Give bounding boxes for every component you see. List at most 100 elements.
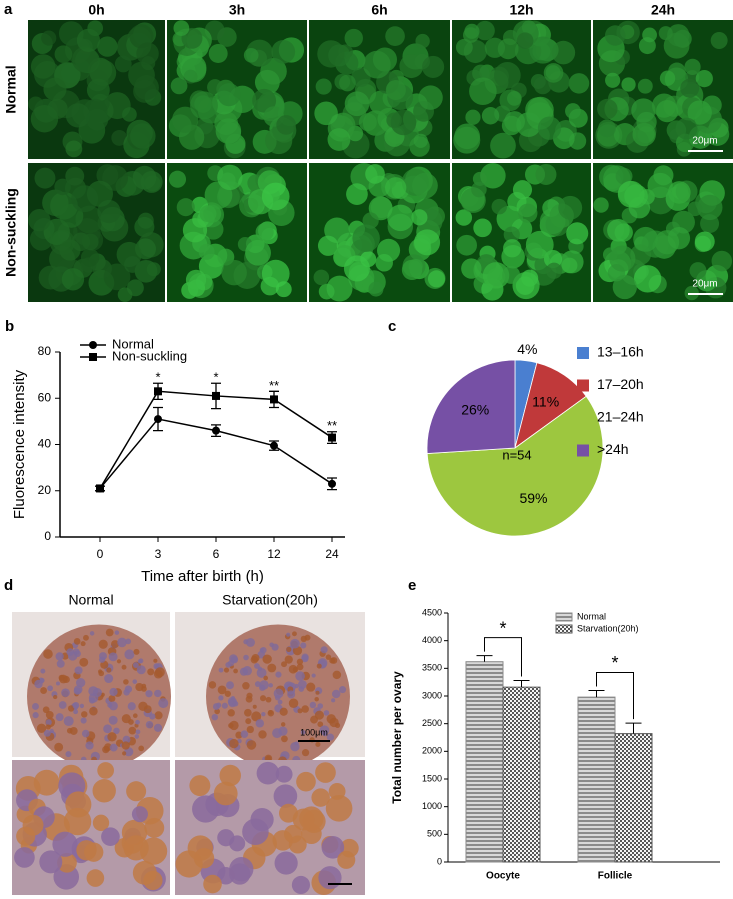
cell [667,181,691,204]
cell [242,682,250,690]
cell [65,140,83,158]
cell [659,70,676,86]
legend-swatch [577,412,589,424]
x-tick-label: 6 [213,547,220,561]
cell [170,77,188,95]
cell [217,83,241,107]
cell [208,681,217,689]
value-label: 26% [461,401,489,417]
y-tick-label: 0 [44,529,51,543]
cell [122,107,137,122]
significance-mark: ** [269,378,279,393]
cell [149,713,156,720]
value-label: 4% [517,341,537,357]
cell [267,663,277,673]
cell [612,274,637,300]
cell [89,59,117,86]
data-point [328,433,336,442]
cell [605,72,621,88]
legend-swatch [577,347,589,359]
column-label: 3h [229,2,245,18]
cell [111,640,120,649]
error-bar [513,680,530,688]
cell [97,36,118,57]
cell [633,226,659,252]
cell [281,661,288,668]
legend-swatch [555,612,573,622]
cell [512,180,533,200]
column-label: 6h [371,2,387,18]
cell [66,648,75,656]
image [593,163,733,302]
cell [271,39,296,64]
cell [145,690,153,698]
cell [141,683,147,689]
cell [561,257,578,274]
cell [245,239,271,266]
cell [275,765,293,783]
cell [103,746,110,752]
image [452,163,591,302]
cell [221,702,228,709]
cell [114,630,120,635]
cell [88,686,99,697]
y-tick-label: 0 [437,856,442,866]
significance-bracket [484,637,522,677]
cell [199,205,217,223]
cell [259,680,269,690]
cell [80,248,100,267]
cell [281,735,288,743]
cell [684,58,701,75]
cell [284,655,293,664]
cell [413,133,428,148]
cell [503,239,522,258]
cell [92,779,116,803]
cell [609,245,636,272]
cell [297,708,303,714]
x-tick-label: 3 [155,547,162,561]
cell [147,668,155,676]
cell [687,201,703,217]
cell [642,27,657,43]
cell [385,26,405,46]
cell [65,751,72,758]
cell [327,128,351,151]
cell [317,703,324,709]
cell [86,108,109,131]
cell [154,689,162,698]
cell [242,666,253,676]
cell [43,649,53,659]
cell [106,667,112,673]
cell [494,61,521,89]
cell [123,679,129,685]
cell [265,755,272,762]
cell [501,115,522,136]
cell [116,659,122,664]
cell [315,690,320,695]
cell [223,667,230,673]
cell [258,730,267,739]
cell [124,649,135,660]
cell [331,689,341,699]
cell [114,55,132,73]
panel-label: c [388,318,396,335]
cell [74,650,81,658]
cell [326,275,353,302]
cell [132,713,138,719]
cell [252,88,277,113]
cell [675,117,698,140]
scale-bar-label: 20μm [692,279,717,290]
bar [614,733,653,863]
cell [251,711,262,722]
cell [65,103,91,128]
x-tick-label: 24 [325,547,339,561]
x-tick-label: Follicle [598,871,633,882]
significance-mark: * [155,370,160,385]
cell [84,842,104,862]
bar [502,686,541,863]
legend-label: Normal [577,611,606,621]
column-label: 0h [88,2,104,18]
cell [32,712,39,719]
cell [412,172,438,199]
cell [621,77,636,92]
